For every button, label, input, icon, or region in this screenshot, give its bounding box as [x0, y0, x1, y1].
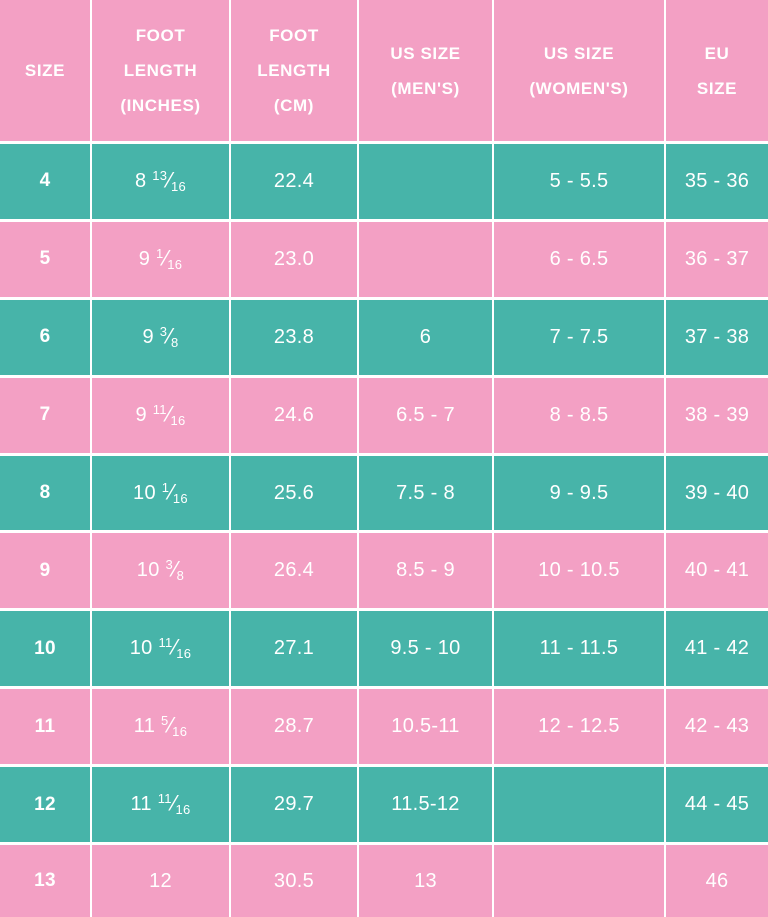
cell-foot-length-inches: 9 1⁄16	[90, 218, 231, 300]
cell-us-size-womens: 9 - 9.5	[492, 452, 666, 534]
cell-us-size-womens: 8 - 8.5	[492, 374, 666, 456]
cell-foot-length-cm: 24.6	[229, 374, 359, 456]
cell-us-size-mens: 9.5 - 10	[357, 608, 494, 690]
cell-foot-length-cm: 22.4	[229, 141, 359, 222]
table-row-size-6: 6 9 3⁄8 23.8 6 7 - 7.5 37 - 38	[0, 296, 768, 378]
cell-size: 5	[0, 218, 92, 300]
cell-us-size-womens: 5 - 5.5	[492, 141, 666, 222]
table-row-size-5: 5 9 1⁄16 23.0 6 - 6.5 36 - 37	[0, 218, 768, 300]
cell-size: 12	[0, 764, 92, 846]
cell-size: 8	[0, 452, 92, 534]
cell-eu-size: 37 - 38	[664, 296, 768, 378]
cell-us-size-womens: 7 - 7.5	[492, 296, 666, 378]
cell-foot-length-inches: 10 11⁄16	[90, 608, 231, 690]
cell-size: 10	[0, 608, 92, 690]
cell-foot-length-inches: 12	[90, 842, 231, 917]
column-header-us-size-mens: US SIZE (MEN'S)	[357, 0, 494, 144]
table-row-size-7: 7 9 11⁄16 24.6 6.5 - 7 8 - 8.5 38 - 39	[0, 374, 768, 456]
cell-us-size-womens: 12 - 12.5	[492, 686, 666, 768]
cell-foot-length-inches: 9 3⁄8	[90, 296, 231, 378]
cell-eu-size: 36 - 37	[664, 218, 768, 300]
column-header-foot-length-inches: FOOT LENGTH (INCHES)	[90, 0, 231, 144]
table-row-size-9: 9 10 3⁄8 26.4 8.5 - 9 10 - 10.5 40 - 41	[0, 530, 768, 612]
cell-size: 6	[0, 296, 92, 378]
cell-eu-size: 42 - 43	[664, 686, 768, 768]
column-header-label: SIZE	[696, 78, 738, 98]
column-header-label: FOOT	[135, 26, 186, 45]
cell-us-size-mens	[357, 218, 494, 300]
column-header-eu-size: EU SIZE	[664, 0, 768, 144]
cell-foot-length-cm: 29.7	[229, 764, 359, 846]
cell-size: 13	[0, 842, 92, 917]
cell-eu-size: 39 - 40	[664, 452, 768, 534]
cell-foot-length-inches: 10 1⁄16	[90, 452, 231, 534]
cell-us-size-mens: 13	[357, 842, 494, 917]
table-row-size-4: 4 8 13⁄16 22.4 5 - 5.5 35 - 36	[0, 141, 768, 222]
column-header-label: (MEN'S)	[391, 78, 460, 98]
cell-foot-length-cm: 23.8	[229, 296, 359, 378]
cell-size: 7	[0, 374, 92, 456]
cell-us-size-womens	[492, 764, 666, 846]
cell-us-size-womens: 10 - 10.5	[492, 530, 666, 612]
column-header-label: (INCHES)	[120, 96, 201, 115]
cell-us-size-womens	[492, 842, 666, 917]
cell-us-size-mens: 11.5-12	[357, 764, 494, 846]
cell-us-size-womens: 11 - 11.5	[492, 608, 666, 690]
cell-size: 4	[0, 141, 92, 222]
cell-foot-length-cm: 26.4	[229, 530, 359, 612]
cell-size: 11	[0, 686, 92, 768]
column-header-label: FOOT	[269, 26, 319, 45]
cell-foot-length-inches: 9 11⁄16	[90, 374, 231, 456]
cell-us-size-womens: 6 - 6.5	[492, 218, 666, 300]
cell-foot-length-cm: 30.5	[229, 842, 359, 917]
cell-us-size-mens: 10.5-11	[357, 686, 494, 768]
table-header: SIZE FOOT LENGTH (INCHES) FOOT LENGTH (C…	[0, 0, 768, 144]
column-header-label: LENGTH	[257, 61, 331, 80]
cell-foot-length-inches: 11 5⁄16	[90, 686, 231, 768]
column-header-label: EU	[704, 43, 730, 63]
cell-us-size-mens: 8.5 - 9	[357, 530, 494, 612]
cell-eu-size: 35 - 36	[664, 141, 768, 222]
cell-foot-length-inches: 10 3⁄8	[90, 530, 231, 612]
column-header-size: SIZE	[0, 0, 92, 144]
cell-us-size-mens: 6.5 - 7	[357, 374, 494, 456]
table-row-size-10: 10 10 11⁄16 27.1 9.5 - 10 11 - 11.5 41 -…	[0, 608, 768, 690]
cell-eu-size: 41 - 42	[664, 608, 768, 690]
cell-eu-size: 44 - 45	[664, 764, 768, 846]
cell-size: 9	[0, 530, 92, 612]
cell-us-size-mens: 7.5 - 8	[357, 452, 494, 534]
cell-eu-size: 40 - 41	[664, 530, 768, 612]
column-header-label: US SIZE	[390, 43, 461, 63]
column-header-label: (WOMEN'S)	[529, 78, 629, 98]
cell-eu-size: 38 - 39	[664, 374, 768, 456]
column-header-us-size-womens: US SIZE (WOMEN'S)	[492, 0, 666, 144]
cell-foot-length-inches: 8 13⁄16	[90, 141, 231, 222]
column-header-foot-length-cm: FOOT LENGTH (CM)	[229, 0, 359, 144]
table-row-size-13: 13 12 30.5 13 46	[0, 842, 768, 917]
column-header-label: US SIZE	[543, 43, 615, 63]
cell-foot-length-cm: 23.0	[229, 218, 359, 300]
cell-foot-length-cm: 25.6	[229, 452, 359, 534]
cell-foot-length-cm: 28.7	[229, 686, 359, 768]
table-row-size-11: 11 11 5⁄16 28.7 10.5-11 12 - 12.5 42 - 4…	[0, 686, 768, 768]
table-row-size-8: 8 10 1⁄16 25.6 7.5 - 8 9 - 9.5 39 - 40	[0, 452, 768, 534]
cell-foot-length-cm: 27.1	[229, 608, 359, 690]
header-row: SIZE FOOT LENGTH (INCHES) FOOT LENGTH (C…	[0, 0, 768, 144]
cell-us-size-mens: 6	[357, 296, 494, 378]
table-row-size-12: 12 11 11⁄16 29.7 11.5-12 44 - 45	[0, 764, 768, 846]
column-header-label: LENGTH	[123, 61, 198, 80]
cell-eu-size: 46	[664, 842, 768, 917]
column-header-label: (CM)	[273, 96, 315, 115]
cell-us-size-mens	[357, 141, 494, 222]
column-header-label: SIZE	[24, 61, 66, 80]
cell-foot-length-inches: 11 11⁄16	[90, 764, 231, 846]
table-body: 4 8 13⁄16 22.4 5 - 5.5 35 - 36 5 9 1⁄16 …	[0, 141, 768, 917]
